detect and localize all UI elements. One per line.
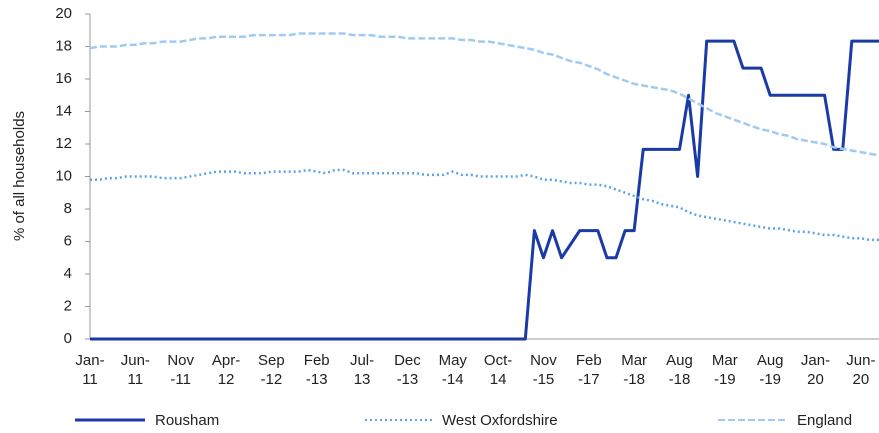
x-tick-label-line: 11 <box>128 371 144 388</box>
x-tick-label: Aug -18 <box>666 352 693 388</box>
x-tick-label-line: Aug <box>757 352 784 369</box>
x-tick-label: Sep -12 <box>258 352 285 388</box>
x-tick-label-line: Nov <box>167 352 194 369</box>
y-tick-label: 6 <box>64 232 72 249</box>
x-tick-label-line: Jul- <box>350 352 374 369</box>
series-line <box>89 32 879 157</box>
x-tick-label: Apr- 12 <box>212 352 240 388</box>
x-tick-label-line: Jan- <box>75 352 104 369</box>
x-tick-label: Dec -13 <box>394 352 421 388</box>
x-tick-label-line: Mar <box>712 352 738 369</box>
x-tick-label-line: 13 <box>354 371 371 388</box>
series-line <box>90 168 879 242</box>
x-tick-label-line: -18 <box>623 371 645 388</box>
x-tick-label: Jan- 11 <box>75 352 104 388</box>
x-tick-label: Jun- 20 <box>846 352 875 388</box>
series-line <box>90 39 879 341</box>
x-tick-label: Jul- 13 <box>350 352 374 388</box>
x-tick-label-line: -12 <box>261 371 283 388</box>
x-tick-label: Mar -19 <box>712 352 738 388</box>
x-tick-label-line: Feb <box>304 352 330 369</box>
x-tick-label: Jun- 11 <box>121 352 150 388</box>
x-tick-label: Aug -19 <box>757 352 784 388</box>
x-tick-label: Oct- 14 <box>484 352 512 388</box>
y-tick-label: 0 <box>64 330 72 347</box>
x-tick-label-line: -15 <box>533 371 555 388</box>
x-tick-label-line: Aug <box>666 352 693 369</box>
x-tick-label-line: -13 <box>306 371 328 388</box>
y-axis-label: % of all households <box>11 111 28 241</box>
x-tick-label-line: -19 <box>759 371 781 388</box>
x-tick-label: Feb -13 <box>304 352 330 388</box>
x-tick-label-line: May <box>439 352 468 369</box>
x-tick-label-line: Sep <box>258 352 285 369</box>
x-tick-label: Feb -17 <box>576 352 602 388</box>
y-tick-label: 12 <box>55 135 72 152</box>
y-tick-label: 4 <box>64 265 72 282</box>
x-tick-label-line: -17 <box>578 371 600 388</box>
x-tick-label-line: 20 <box>853 371 870 388</box>
legend-label: England <box>797 412 852 429</box>
x-tick-label-line: Jun- <box>846 352 875 369</box>
x-tick-label: May -14 <box>439 352 468 388</box>
y-tick-label: 8 <box>64 200 72 217</box>
x-tick-label: Mar -18 <box>621 352 647 388</box>
legend-label: West Oxfordshire <box>442 412 558 429</box>
x-tick-label-line: 12 <box>218 371 235 388</box>
x-tick-label-line: 20 <box>807 371 824 388</box>
x-tick-label: Nov -11 <box>167 352 194 388</box>
x-tick-label-line: Dec <box>394 352 421 369</box>
y-tick-label: 16 <box>55 70 72 87</box>
x-tick-label: Jan- 20 <box>801 352 830 388</box>
x-tick-label-line: 11 <box>82 371 98 388</box>
x-tick-label-line: -19 <box>714 371 736 388</box>
x-tick-label-line: Feb <box>576 352 602 369</box>
x-tick-label-line: 14 <box>490 371 507 388</box>
y-tick-label: 18 <box>55 37 72 54</box>
legend-label: Rousham <box>155 412 219 429</box>
y-tick-label: 14 <box>55 102 72 119</box>
x-tick-label-line: Oct- <box>484 352 512 369</box>
y-tick-label: 2 <box>64 297 72 314</box>
x-tick-label-line: Apr- <box>212 352 240 369</box>
x-tick-label-line: Jan- <box>801 352 830 369</box>
x-tick-label: Nov -15 <box>530 352 557 388</box>
y-tick-label: 10 <box>55 167 72 184</box>
x-tick-label-line: -18 <box>669 371 691 388</box>
x-tick-label-line: -13 <box>397 371 419 388</box>
x-tick-label-line: Nov <box>530 352 557 369</box>
x-tick-label-line: -14 <box>442 371 464 388</box>
y-tick-label: 20 <box>55 5 72 22</box>
x-tick-label-line: Jun- <box>121 352 150 369</box>
x-tick-label-line: -11 <box>170 371 191 388</box>
x-tick-label-line: Mar <box>621 352 647 369</box>
